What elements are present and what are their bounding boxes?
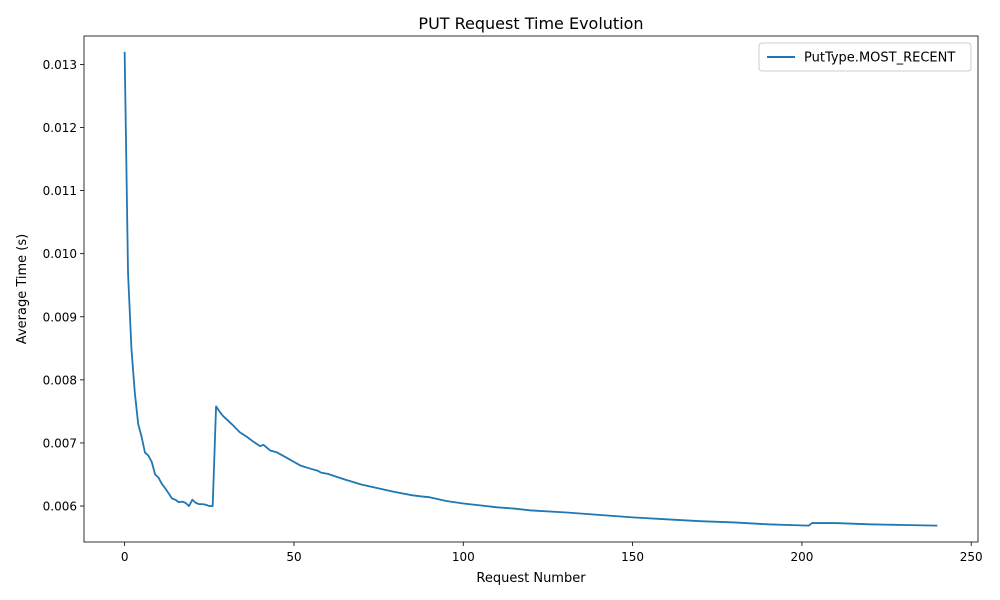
y-axis-label: Average Time (s): [15, 234, 30, 344]
x-tick-label: 100: [452, 550, 475, 564]
y-tick-label: 0.010: [43, 247, 77, 261]
plot-frame: [83, 35, 979, 543]
y-tick-label: 0.006: [43, 500, 77, 514]
series-layer: [123, 51, 938, 527]
legend: PutType.MOST_RECENT: [758, 42, 972, 72]
legend-box: [758, 42, 972, 72]
y-tick-label: 0.013: [43, 58, 77, 72]
x-tick-label: 250: [960, 550, 983, 564]
series-line: [123, 51, 938, 527]
y-tick-label: 0.007: [43, 436, 77, 450]
chart-title: PUT Request Time Evolution: [418, 14, 643, 33]
y-tick-label: 0.009: [43, 310, 77, 324]
x-tick-label: 150: [621, 550, 644, 564]
y-tick-label: 0.008: [43, 373, 77, 387]
y-axis: 0.006 0.007 0.008 0.009 0.010 0.011 0.012 0.013: [43, 58, 84, 514]
x-tick-label: 0: [121, 550, 129, 564]
x-axis: 0 50 100 150 200 250: [121, 542, 983, 564]
x-tick-label: 200: [790, 550, 813, 564]
x-axis-label: Request Number: [476, 571, 586, 586]
legend-label: PutType.MOST_RECENT: [804, 51, 955, 66]
y-tick-label: 0.012: [43, 121, 77, 135]
y-tick-label: 0.011: [43, 184, 77, 198]
x-tick-label: 50: [286, 550, 301, 564]
